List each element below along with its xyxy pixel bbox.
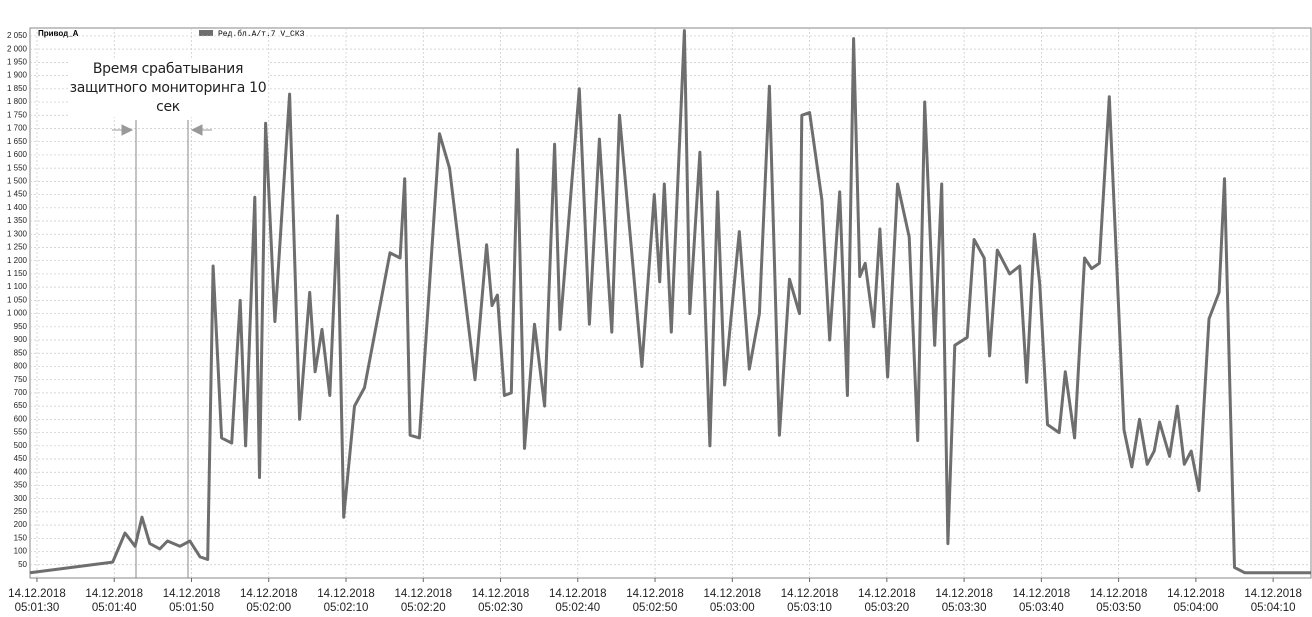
annotation: Время срабатывания защитного мониторинга… <box>68 60 268 117</box>
y-tick-label: 550 <box>14 428 28 437</box>
x-tick-label: 14.12.2018 05:04:10 <box>1244 588 1302 614</box>
y-tick-label: 400 <box>14 467 28 476</box>
y-tick-label: 1 150 <box>7 269 28 278</box>
arrow <box>190 124 212 136</box>
y-tick-label: 150 <box>14 533 28 542</box>
y-tick-label: 2 000 <box>7 44 28 53</box>
y-tick-label: 450 <box>14 454 28 463</box>
y-tick-label: 700 <box>14 388 28 397</box>
y-tick-label: 1 050 <box>7 295 28 304</box>
x-tick-label: 14.12.2018 05:03:10 <box>780 588 839 614</box>
x-tick-label: 14.12.2018 05:02:30 <box>471 588 530 614</box>
y-tick-label: 1 450 <box>7 190 28 199</box>
y-tick-label: 200 <box>14 520 28 529</box>
y-tick-label: 50 <box>18 560 27 569</box>
y-tick-label: 2 050 <box>7 31 28 40</box>
y-tick-label: 1 750 <box>7 110 28 119</box>
y-tick-label: 1 200 <box>7 256 28 265</box>
y-tick-label: 1 500 <box>7 176 28 185</box>
y-tick-label: 1 350 <box>7 216 28 225</box>
y-tick-label: 750 <box>14 375 28 384</box>
x-tick-label: 14.12.2018 05:02:00 <box>239 588 298 614</box>
y-tick-label: 1 700 <box>7 124 28 133</box>
y-tick-label: 350 <box>14 481 28 490</box>
x-tick-label: 14.12.2018 05:04:00 <box>1167 588 1225 614</box>
y-tick-label: 800 <box>14 362 28 371</box>
y-tick-label: 1 850 <box>7 84 28 93</box>
y-tick-label: 650 <box>14 401 28 410</box>
y-tick-label: 1 300 <box>7 229 28 238</box>
y-tick-label: 1 600 <box>7 150 28 159</box>
chart-title: Привод_А <box>38 29 79 38</box>
y-tick-label: 250 <box>14 507 28 516</box>
y-tick-label: 1 000 <box>7 309 28 318</box>
arrow <box>112 124 134 136</box>
legend-label: Ред.бл.А/т.7 V_СКЗ <box>218 30 305 39</box>
x-tick-label: 14.12.2018 05:01:50 <box>162 588 221 614</box>
y-tick-label: 1 800 <box>7 97 28 106</box>
series-line <box>29 29 1311 575</box>
legend-swatch <box>199 30 213 36</box>
x-tick-label: 14.12.2018 05:03:20 <box>858 588 916 614</box>
x-tick-label: 14.12.2018 05:01:40 <box>85 588 143 614</box>
x-tick-label: 14.12.2018 05:02:20 <box>394 588 453 614</box>
y-tick-label: 1 400 <box>7 203 28 212</box>
x-tick-label: 14.12.2018 05:03:40 <box>1012 588 1071 614</box>
y-tick-label: 300 <box>14 494 28 503</box>
x-tick-label: 14.12.2018 05:03:00 <box>703 588 762 614</box>
y-tick-label: 1 100 <box>7 282 28 291</box>
x-tick-label: 14.12.2018 05:02:10 <box>317 588 375 614</box>
y-tick-label: 1 900 <box>7 71 28 80</box>
x-tick-label: 14.12.2018 05:02:40 <box>549 588 607 614</box>
y-tick-label: 100 <box>14 547 28 556</box>
y-tick-label: 1 250 <box>7 243 28 252</box>
x-tick-label: 14.12.2018 05:03:30 <box>935 588 993 614</box>
y-tick-label: 850 <box>14 348 28 357</box>
y-tick-label: 900 <box>14 335 28 344</box>
y-tick-label: 600 <box>14 414 28 423</box>
y-tick-label: 1 950 <box>7 57 28 66</box>
y-tick-label: 1 550 <box>7 163 28 172</box>
x-tick-label: 14.12.2018 05:01:30 <box>8 588 66 614</box>
y-tick-label: 950 <box>14 322 28 331</box>
y-tick-label: 1 650 <box>7 137 28 146</box>
y-tick-label: 500 <box>14 441 28 450</box>
x-tick-label: 14.12.2018 05:03:50 <box>1089 588 1148 614</box>
x-tick-label: 14.12.2018 05:02:50 <box>626 588 684 614</box>
